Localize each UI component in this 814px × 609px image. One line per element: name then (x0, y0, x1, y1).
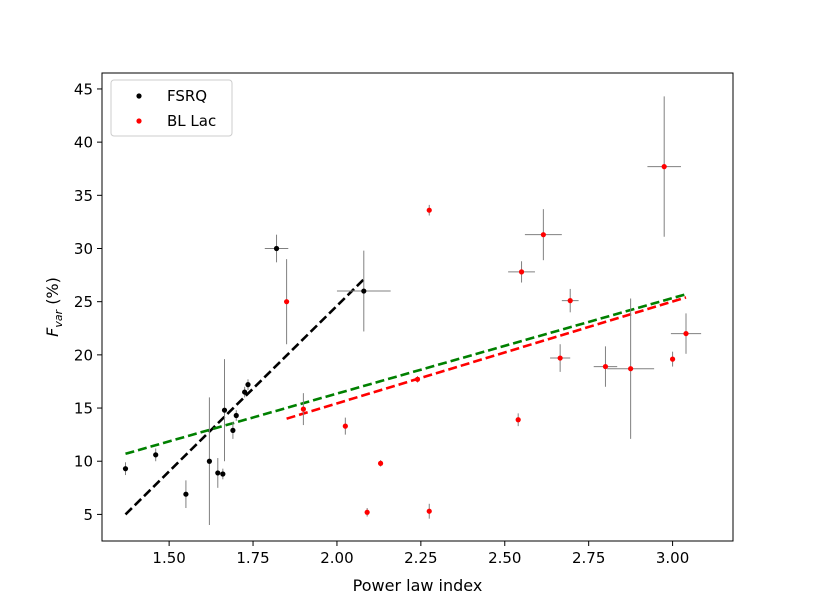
data-point-bl-lac (414, 376, 421, 382)
y-axis-ticks: 5 10 15 20 25 30 35 40 45 (74, 80, 102, 524)
data-point-fsrq (245, 382, 251, 388)
data-point-bl-lac (518, 269, 525, 275)
data-point-bl-lac (515, 417, 521, 423)
plot-area-frame (101, 72, 734, 542)
legend-marker-fsrq (136, 93, 142, 99)
data-points (122, 164, 689, 515)
data-point-bl-lac (661, 164, 667, 170)
y-tick-label: 25 (74, 293, 93, 311)
data-point-bl-lac (557, 355, 563, 361)
fit-lines (124, 278, 687, 516)
x-axis-label: Power law index (353, 576, 483, 595)
y-axis-label-suffix: (%) (43, 277, 62, 310)
x-tick-label: 2.00 (320, 549, 353, 567)
data-point-bl-lac (284, 299, 290, 305)
fit-line-2 (125, 292, 687, 456)
y-tick-label: 35 (74, 187, 93, 205)
data-point-bl-lac (628, 366, 634, 372)
data-point-bl-lac (300, 406, 306, 412)
data-point-fsrq (183, 491, 189, 497)
data-point-bl-lac (364, 509, 370, 515)
y-tick-label: 20 (74, 346, 93, 364)
x-tick-label: 2.25 (404, 549, 437, 567)
y-tick-label: 15 (74, 400, 93, 418)
data-point-bl-lac (669, 356, 676, 362)
fit-line-1 (286, 296, 687, 420)
y-axis-label-subscript: var (52, 308, 65, 327)
data-point-bl-lac (540, 232, 546, 238)
x-tick-label: 2.50 (488, 549, 521, 567)
fit-line-0 (124, 278, 365, 516)
data-point-bl-lac (683, 330, 689, 337)
x-tick-label: 2.75 (572, 549, 605, 567)
data-point-bl-lac (602, 363, 609, 370)
data-point-bl-lac (377, 460, 384, 466)
y-tick-label: 30 (74, 240, 93, 258)
legend-marker-bl-lac (136, 118, 142, 124)
legend-label-bl-lac: BL Lac (167, 112, 216, 130)
data-point-fsrq (206, 458, 213, 464)
data-point-bl-lac (426, 508, 432, 514)
y-tick-label: 40 (74, 134, 93, 152)
x-tick-label: 3.00 (656, 549, 689, 567)
legend: FSRQ BL Lac (110, 79, 233, 137)
legend-label-fsrq: FSRQ (167, 87, 207, 105)
data-point-fsrq (273, 245, 280, 252)
y-tick-label: 10 (74, 453, 93, 471)
data-point-fsrq (230, 427, 236, 433)
data-point-fsrq (220, 471, 226, 477)
data-point-bl-lac (567, 298, 573, 304)
data-point-bl-lac (342, 423, 348, 429)
y-tick-label: 45 (74, 80, 93, 98)
x-axis-ticks: 1.50 1.75 2.00 2.25 2.50 2.75 3.00 (152, 541, 689, 567)
data-point-fsrq (233, 412, 239, 419)
y-axis-label-main: F (43, 327, 62, 337)
y-tick-label: 5 (83, 506, 93, 524)
data-point-fsrq (122, 466, 129, 472)
data-point-fsrq (215, 470, 221, 476)
data-point-fsrq (361, 288, 367, 294)
data-point-bl-lac (426, 207, 432, 213)
x-tick-label: 1.50 (152, 549, 185, 567)
data-point-fsrq (153, 452, 159, 458)
y-axis-label: Fvar (%) (43, 277, 65, 337)
x-tick-label: 1.75 (236, 549, 269, 567)
data-point-fsrq (221, 407, 228, 413)
data-point-fsrq (242, 389, 248, 395)
